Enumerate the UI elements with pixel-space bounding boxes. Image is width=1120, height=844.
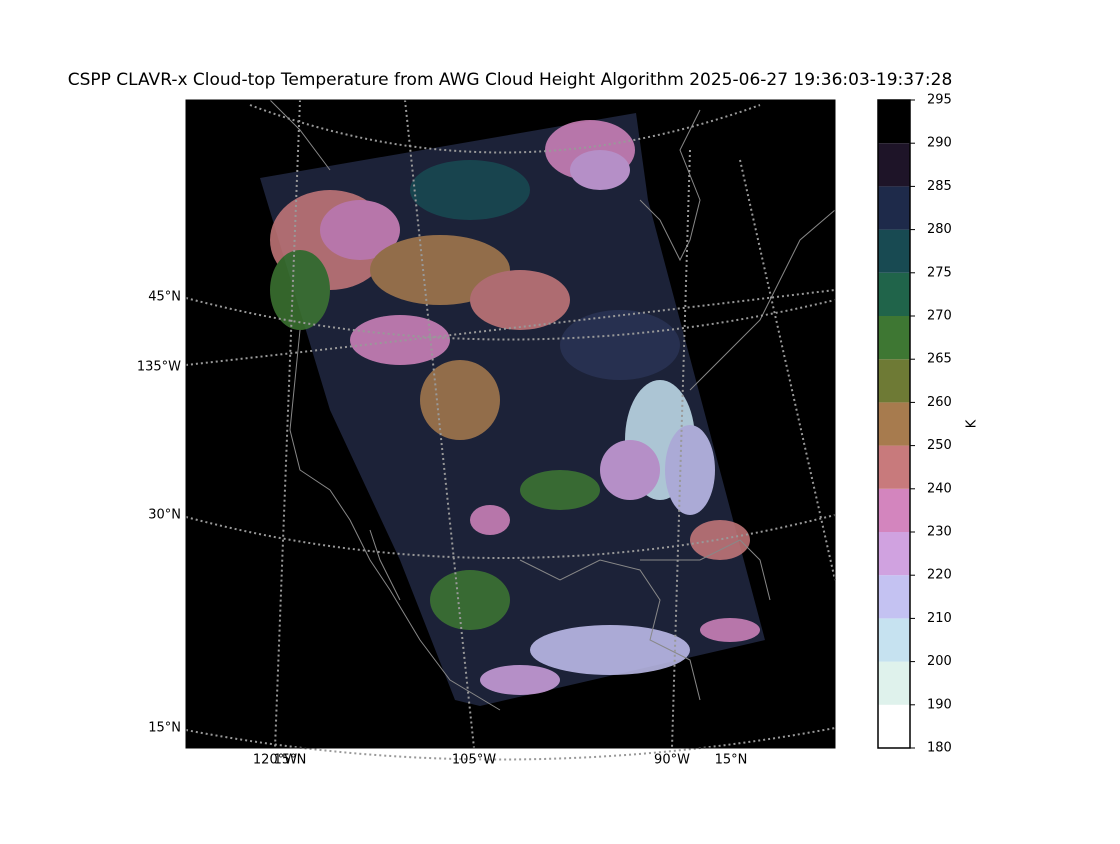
colorbar-segment (878, 229, 910, 273)
colorbar-frame (877, 99, 911, 749)
lat-label: 45°N (148, 290, 181, 305)
colorbar-segment (878, 661, 910, 705)
colorbar-tick-label: 270 (927, 309, 952, 324)
colorbar-segment (878, 488, 910, 532)
colorbar-tick-label: 280 (927, 222, 952, 237)
colorbar-tick-label: 210 (927, 611, 952, 626)
colorbar-segment (878, 704, 910, 748)
graticule (185, 99, 836, 761)
colorbar-segment (878, 143, 910, 187)
lon-label: 135°W (137, 360, 181, 375)
colorbar-tick-label: 290 (927, 136, 952, 151)
map (185, 99, 836, 761)
colorbar-segment (878, 100, 910, 144)
lon-label: 105°W (452, 753, 496, 768)
colorbar-tick-label: 240 (927, 481, 952, 496)
title: CSPP CLAVR-x Cloud-top Temperature from … (68, 70, 953, 90)
lat-label: 15°N (274, 753, 307, 768)
lat-label: 15°N (148, 721, 181, 736)
colorbar-segment (878, 445, 910, 489)
colorbar-tick-label: 220 (927, 568, 952, 583)
lon-label: 90°W (654, 753, 690, 768)
colorbar-tick-label: 265 (927, 352, 952, 367)
colorbar-segment (878, 359, 910, 403)
lon-label: 120°W (253, 753, 297, 768)
colorbar-tick-label: 200 (927, 654, 952, 669)
map-labels: 45°N 135°W 30°N 15°N 120°W 15°N 105°W 90… (137, 290, 748, 768)
colorbar-tick-label: 295 (927, 93, 952, 108)
colorbar-tick-label: 250 (927, 438, 952, 453)
colorbar-label: K (965, 419, 980, 428)
colorbar-segment (878, 316, 910, 360)
cloud-texture (270, 120, 760, 695)
colorbar-tick-label: 190 (927, 697, 952, 712)
colorbar-tick-label: 260 (927, 395, 952, 410)
colorbar-tick-label: 180 (927, 741, 952, 756)
map-frame (185, 99, 836, 749)
lat-label: 30°N (148, 508, 181, 523)
colorbar-segment (878, 532, 910, 576)
colorbar-segment (878, 272, 910, 316)
colorbar-tick-label: 275 (927, 265, 952, 280)
colorbar-tick-label: 285 (927, 179, 952, 194)
lat-label: 15°N (715, 753, 748, 768)
colorbar-tick-label: 230 (927, 525, 952, 540)
colorbar-segment (878, 575, 910, 619)
coastline (269, 99, 836, 711)
colorbar-segment (878, 618, 910, 662)
colorbar-segment (878, 402, 910, 446)
colorbar-segment (878, 186, 910, 230)
